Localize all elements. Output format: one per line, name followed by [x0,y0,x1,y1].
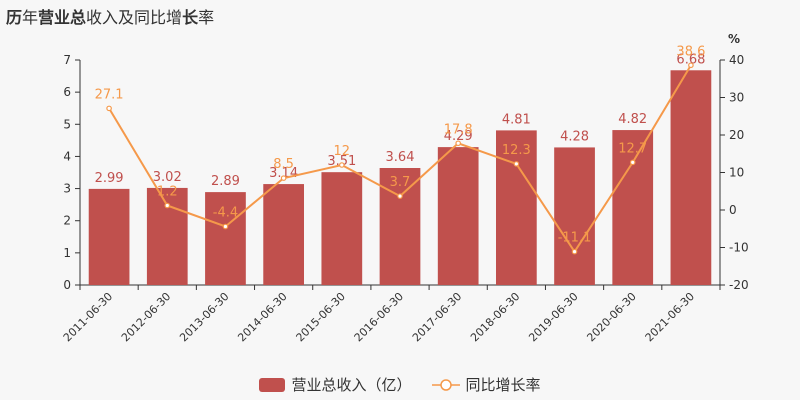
y-left-tick-label: 7 [63,53,71,67]
bar-value-label: 4.81 [502,112,531,127]
growth-value-label: 12.7 [618,141,647,156]
y-right-tick-label: 10 [729,166,744,180]
x-tick-label: 2011-06-30 [61,290,115,344]
legend-bar-swatch [259,377,286,392]
y-right-tick-label: 0 [729,203,737,217]
x-tick-label: 2021-06-30 [643,290,697,344]
bar [437,147,479,285]
growth-value-label: 12 [334,144,351,159]
growth-value-label: -4.4 [213,206,238,221]
legend-item-growth[interactable]: 同比增长率 [431,374,541,395]
growth-point [455,140,461,147]
y-left-tick-label: 5 [63,117,71,131]
growth-point [339,162,345,168]
growth-point [106,105,112,112]
bar [612,130,654,285]
bar-value-label: 4.82 [618,112,647,127]
bar-value-label: 4.28 [560,129,589,144]
bar-value-label: 3.51 [327,154,356,169]
y-left-tick-label: 2 [63,214,71,228]
bar-value-label: 4.29 [444,129,473,144]
x-tick-label: 2012-06-30 [119,290,173,344]
y-left-tick-label: 3 [63,182,71,196]
bar [496,130,537,285]
growth-value-label: 38.6 [676,44,705,59]
growth-point [280,175,287,181]
growth-point [571,248,578,255]
legend: 营业总收入（亿） 同比增长率 [0,374,800,395]
legend-item-revenue[interactable]: 营业总收入（亿） [259,374,412,395]
growth-value-label: 17.8 [444,122,473,137]
growth-point [397,193,403,199]
bar [670,70,712,286]
legend-line-swatch [431,378,460,391]
growth-value-label: 8.5 [273,157,294,172]
bar [263,184,304,285]
y-right-unit-label: % [728,32,740,46]
growth-point [164,202,171,209]
bar [321,172,363,285]
growth-value-label: 12.3 [502,143,531,158]
growth-point [222,223,229,230]
bar-value-label: 2.99 [95,171,124,186]
bar [88,188,130,285]
x-tick-label: 2014-06-30 [235,290,289,344]
x-tick-label: 2019-06-30 [526,290,580,344]
growth-value-label: 1.2 [157,185,178,200]
growth-value-label: 27.1 [95,87,124,102]
y-right-tick-label: 40 [729,53,744,67]
bar-value-label: 3.02 [153,170,182,185]
chart-title: 历年营业总收入及同比增长率 [6,8,215,27]
bar [146,187,188,285]
growth-point [513,161,520,167]
x-tick-label: 2013-06-30 [177,290,231,344]
x-tick-label: 2018-06-30 [468,290,522,344]
legend-label-growth: 同比增长率 [465,376,541,394]
growth-value-label: 3.7 [390,175,411,190]
growth-value-label: -11.1 [558,231,592,246]
x-tick-label: 2017-06-30 [410,290,464,344]
y-right-tick-label: -10 [729,241,749,255]
y-left-tick-label: 4 [63,149,71,163]
bar [379,168,421,285]
x-tick-label: 2020-06-30 [584,290,638,344]
growth-point [629,159,636,166]
x-tick-label: 2016-06-30 [352,290,406,344]
y-left-tick-label: 1 [63,246,71,260]
bar [205,192,246,285]
y-left-tick-label: 0 [63,278,71,292]
bar-value-label: 6.68 [676,52,705,67]
bar-value-label: 3.64 [386,150,415,165]
y-right-tick-label: 30 [729,91,744,105]
legend-label-revenue: 营业总收入（亿） [291,376,412,394]
y-left-tick-label: 6 [63,85,71,99]
y-right-tick-label: -20 [729,278,749,292]
x-tick-label: 2015-06-30 [294,290,348,344]
bar-value-label: 2.89 [211,174,240,189]
y-right-tick-label: 20 [729,128,744,142]
bar [554,147,595,285]
growth-point [688,62,694,69]
